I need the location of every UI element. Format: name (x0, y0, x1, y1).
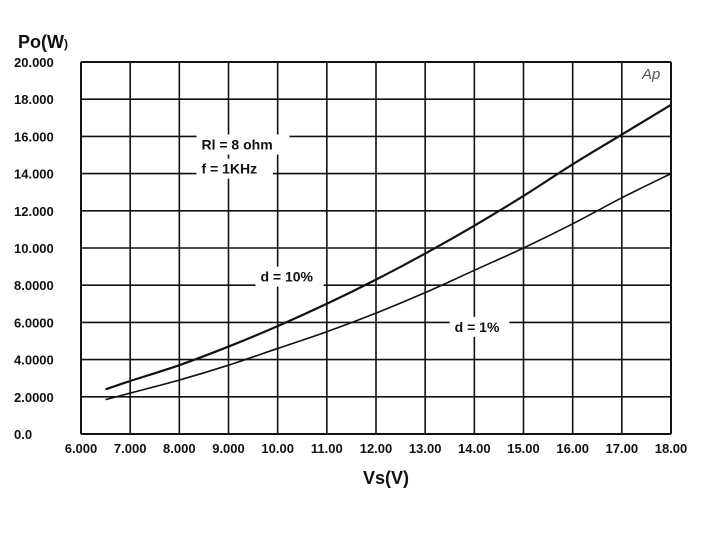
x-axis-title: Vs(V) (363, 468, 409, 488)
rl-label: Rl = 8 ohm (201, 137, 272, 153)
corner-mark: Ap (641, 66, 660, 83)
x-tick-label: 7.000 (114, 441, 147, 456)
y-axis-title: Po(W) (18, 32, 68, 52)
f-label-bg (196, 158, 273, 179)
x-tick-label: 12.00 (360, 441, 393, 456)
x-tick-label: 16.00 (556, 441, 589, 456)
series-line-d1 (105, 172, 672, 401)
x-tick-label: 18.00 (655, 441, 688, 456)
f-label: f = 1KHz (201, 161, 257, 177)
annotations: Rl = 8 ohm f = 1KHz d = 10% d = 1% (196, 134, 510, 337)
y-tick-label: 10.000 (14, 241, 54, 256)
x-tick-label: 10.00 (261, 441, 294, 456)
y-tick-label: 12.000 (14, 204, 54, 219)
y-tick-label: 0.0 (14, 427, 32, 442)
tick-labels: 6.000 7.000 8.000 9.000 10.00 11.00 12.00 13.00… (14, 55, 687, 456)
x-tick-label: 13.00 (409, 441, 442, 456)
x-tick-label: 15.00 (507, 441, 540, 456)
y-tick-label: 2.0000 (14, 390, 54, 405)
y-tick-label: 16.000 (14, 129, 54, 144)
d1-label: d = 1% (455, 319, 500, 335)
d10-label: d = 10% (260, 269, 313, 285)
y-tick-label: 4.0000 (14, 353, 54, 368)
y-tick-label: 20.000 (14, 55, 54, 70)
series-group (105, 103, 672, 401)
series-line-d10 (105, 103, 672, 391)
rl-label-bg (196, 134, 290, 155)
y-tick-label: 18.000 (14, 92, 54, 107)
x-tick-label: 14.00 (458, 441, 491, 456)
x-tick-label: 8.000 (163, 441, 196, 456)
y-tick-label: 8.0000 (14, 278, 54, 293)
grid (80, 61, 672, 435)
x-tick-label: 6.000 (65, 441, 98, 456)
x-tick-label: 17.00 (606, 441, 639, 456)
d10-label-bg (255, 266, 324, 287)
d1-label-bg (449, 316, 510, 337)
y-tick-label: 6.0000 (14, 315, 54, 330)
x-tick-label: 11.00 (311, 441, 343, 456)
y-tick-label: 14.000 (14, 167, 54, 182)
x-tick-label: 9.000 (212, 441, 245, 456)
